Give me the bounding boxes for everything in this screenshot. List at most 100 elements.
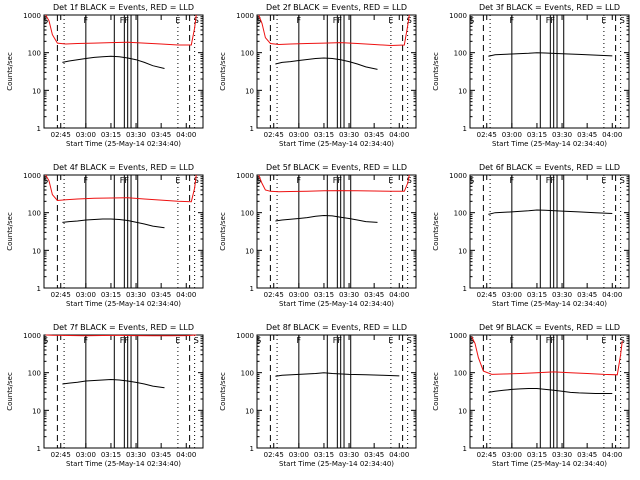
plot-frame — [469, 14, 630, 129]
y-tick-label: 10 — [458, 247, 467, 255]
chart-panel: Det 8f BLACK = Events, RED = LLD 1 10 100 10… — [219, 323, 417, 468]
chart-title: Det 8f BLACK = Events, RED = LLD — [266, 323, 407, 332]
x-tick-label: 04:00 — [602, 291, 622, 299]
event-marker-label: FF — [546, 16, 556, 25]
x-tick-label: 03:45 — [577, 291, 597, 299]
x-axis-label: Start Time (25-May-14 02:34:40) — [492, 140, 607, 148]
event-marker-label: S — [256, 336, 261, 345]
events-series-line — [488, 209, 613, 215]
x-tick-label: 02:45 — [264, 451, 284, 459]
event-marker-label: S — [620, 336, 625, 345]
event-marker-label: S — [407, 176, 412, 185]
event-marker-label: E — [601, 336, 606, 345]
event-marker-label: E — [601, 16, 606, 25]
x-tick-label: 02:45 — [264, 131, 284, 139]
x-tick-label: 03:15 — [314, 451, 334, 459]
x-tick-label: 03:00 — [289, 131, 309, 139]
event-marker-label: F — [84, 16, 89, 25]
chart-title: Det 3f BLACK = Events, RED = LLD — [479, 3, 620, 12]
x-tick-label: 04:00 — [389, 451, 409, 459]
x-tick-label: 03:30 — [339, 291, 359, 299]
event-marker-label: E — [175, 16, 180, 25]
event-marker-label: F — [510, 336, 515, 345]
y-tick-label: 1 — [250, 125, 254, 133]
x-tick-label: 03:45 — [364, 291, 384, 299]
lld-series-line — [45, 14, 197, 46]
chart-panel: Det 3f BLACK = Events, RED = LLD 1 10 100 10… — [432, 3, 630, 148]
y-tick-label: 1000 — [236, 12, 254, 20]
x-tick-label: 03:30 — [126, 291, 146, 299]
plot-frame — [469, 334, 630, 449]
x-tick-label: 03:30 — [552, 291, 572, 299]
chart-title: Det 9f BLACK = Events, RED = LLD — [479, 323, 620, 332]
event-marker-label: S — [256, 16, 261, 25]
y-tick-label: 1000 — [236, 332, 254, 340]
y-tick-label: 10 — [458, 87, 467, 95]
y-axis-label: Counts/sec — [6, 372, 14, 411]
events-series-line — [488, 388, 613, 394]
plot-frame — [469, 174, 630, 289]
x-axis-label: Start Time (25-May-14 02:34:40) — [492, 460, 607, 468]
event-marker-label: S — [469, 336, 474, 345]
x-tick-label: 03:00 — [76, 451, 96, 459]
y-axis-label: Counts/sec — [219, 372, 227, 411]
event-marker-label: F — [84, 336, 89, 345]
y-tick-label: 10 — [32, 407, 41, 415]
chart-panel: Det 2f BLACK = Events, RED = LLD 1 10 100 10… — [219, 3, 417, 148]
x-tick-label: 03:45 — [151, 451, 171, 459]
x-tick-label: 03:45 — [151, 291, 171, 299]
events-series-line — [62, 55, 165, 69]
chart-title: Det 5f BLACK = Events, RED = LLD — [266, 163, 407, 172]
chart-panel: Det 4f BLACK = Events, RED = LLD 1 10 100 10… — [6, 163, 204, 308]
event-marker-label: S — [194, 16, 199, 25]
y-tick-label: 100 — [454, 370, 467, 378]
chart-title: Det 7f BLACK = Events, RED = LLD — [53, 323, 194, 332]
x-tick-label: 03:15 — [314, 131, 334, 139]
chart-panel: Det 1f BLACK = Events, RED = LLD 1 10 100 10… — [6, 3, 204, 148]
plot-frame — [256, 334, 417, 449]
x-tick-label: 03:00 — [502, 291, 522, 299]
x-tick-label: 02:45 — [477, 291, 497, 299]
x-tick-label: 03:15 — [101, 291, 121, 299]
x-tick-label: 03:30 — [126, 131, 146, 139]
y-axis-label: Counts/sec — [219, 52, 227, 91]
event-marker-label: S — [256, 176, 261, 185]
x-tick-label: 03:30 — [339, 451, 359, 459]
chart-panel: Det 7f BLACK = Events, RED = LLD 1 10 100 10… — [6, 323, 204, 468]
x-tick-label: 02:45 — [477, 451, 497, 459]
chart-title: Det 4f BLACK = Events, RED = LLD — [53, 163, 194, 172]
x-axis-label: Start Time (25-May-14 02:34:40) — [279, 460, 394, 468]
x-axis-label: Start Time (25-May-14 02:34:40) — [492, 300, 607, 308]
y-tick-label: 100 — [241, 370, 254, 378]
event-marker-label: FF — [546, 336, 556, 345]
y-tick-label: 100 — [454, 210, 467, 218]
events-series-line — [62, 218, 165, 229]
y-tick-label: 1 — [463, 125, 467, 133]
x-tick-label: 03:45 — [577, 131, 597, 139]
x-tick-label: 04:00 — [176, 451, 196, 459]
event-marker-label: F — [297, 176, 302, 185]
plot-frame — [256, 174, 417, 289]
event-marker-label: FF — [546, 176, 556, 185]
event-marker-label: FF — [120, 336, 130, 345]
y-tick-label: 1 — [463, 285, 467, 293]
x-axis-label: Start Time (25-May-14 02:34:40) — [279, 300, 394, 308]
event-marker-label: S — [620, 16, 625, 25]
event-marker-label: F — [510, 176, 515, 185]
y-tick-label: 100 — [241, 50, 254, 58]
x-tick-label: 03:00 — [76, 131, 96, 139]
lld-series-line — [45, 174, 197, 203]
x-tick-label: 03:45 — [151, 131, 171, 139]
events-series-line — [488, 52, 613, 57]
events-series-line — [275, 214, 378, 223]
event-marker-label: S — [194, 176, 199, 185]
x-tick-label: 03:15 — [527, 131, 547, 139]
event-marker-label: S — [407, 336, 412, 345]
y-axis-label: Counts/sec — [432, 372, 440, 411]
y-tick-label: 1 — [37, 445, 41, 453]
lld-series-line — [258, 174, 410, 193]
x-tick-label: 04:00 — [602, 451, 622, 459]
y-tick-label: 10 — [32, 247, 41, 255]
y-tick-label: 1000 — [449, 12, 467, 20]
